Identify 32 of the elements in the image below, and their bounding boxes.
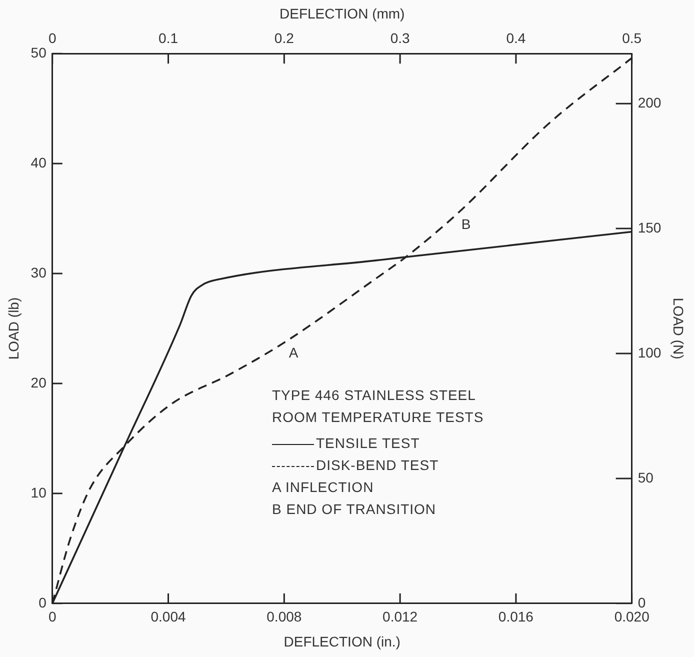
y-tick-label: 40 bbox=[30, 154, 47, 170]
y2-tick-label: 50 bbox=[638, 469, 654, 486]
x-axis-title: DEFLECTION (in.) bbox=[284, 633, 400, 650]
annotation: B END OF TRANSITION bbox=[272, 500, 438, 519]
annotation: A bbox=[288, 344, 299, 361]
x-tick-label: 0.020 bbox=[614, 608, 650, 625]
x-tick-label: 0.008 bbox=[266, 608, 302, 625]
x-tick-label: 0.004 bbox=[150, 608, 186, 625]
legend-title: TYPE 446 STAINLESS STEEL ROOM TEMPERATURE TESTS bbox=[272, 386, 484, 427]
y2-tick-label: 150 bbox=[638, 219, 662, 236]
x2-tick-label: 0.2 bbox=[274, 30, 294, 46]
x2-tick-label: 0.3 bbox=[390, 30, 410, 46]
x-tick-label: 0.012 bbox=[382, 608, 418, 625]
x2-tick-label: 0.1 bbox=[158, 30, 178, 46]
annotation: B bbox=[461, 216, 471, 232]
y-axis-title: LOAD (lb) bbox=[5, 297, 22, 360]
y-tick-label: 50 bbox=[30, 44, 47, 60]
x-tick-label: 0.016 bbox=[498, 608, 534, 625]
x2-tick-label: 0.4 bbox=[506, 30, 526, 46]
y2-axis-title: LOAD (N) bbox=[670, 298, 687, 360]
legend-label: DISK-BEND TEST bbox=[315, 456, 440, 475]
annotation: A INFLECTION bbox=[272, 478, 375, 497]
y2-tick-label: 100 bbox=[638, 344, 662, 360]
y-tick-label: 30 bbox=[30, 264, 47, 280]
x2-tick-label: 0.5 bbox=[622, 30, 642, 46]
x2-axis-title: DEFLECTION (mm) bbox=[280, 5, 405, 22]
y-tick-label: 0 bbox=[38, 594, 47, 610]
y-tick-label: 10 bbox=[30, 484, 47, 500]
y2-tick-label: 0 bbox=[638, 594, 646, 610]
y-tick-label: 20 bbox=[30, 374, 47, 390]
y2-tick-label: 200 bbox=[638, 94, 662, 110]
legend-label: TENSILE TEST bbox=[315, 434, 421, 453]
